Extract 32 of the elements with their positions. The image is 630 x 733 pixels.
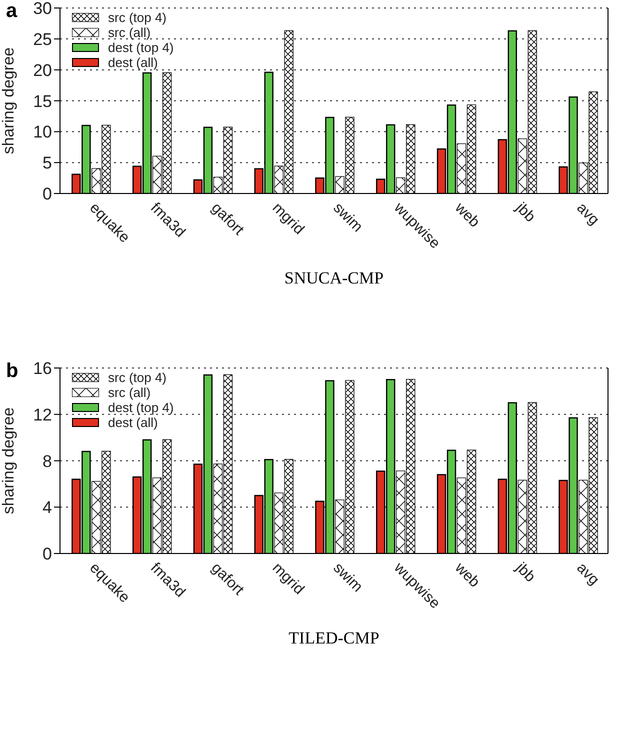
legend-label: src (all) bbox=[108, 385, 151, 400]
x-tick-label: web bbox=[450, 198, 484, 231]
legend-label: src (all) bbox=[108, 25, 151, 40]
legend-label: dest (top 4) bbox=[108, 400, 174, 415]
x-tick-label: jbb bbox=[512, 198, 539, 226]
legend-label: src (top 4) bbox=[108, 10, 167, 25]
chart-title: a bbox=[6, 0, 18, 23]
y-tick-label: 0 bbox=[42, 184, 52, 204]
y-tick-label: 10 bbox=[33, 122, 52, 142]
y-tick-label: 30 bbox=[33, 0, 52, 18]
y-tick-label: 12 bbox=[33, 405, 52, 424]
y-axis-title: sharing degree bbox=[0, 47, 18, 154]
x-tick-label: web bbox=[450, 558, 484, 591]
y-tick-label: 8 bbox=[42, 452, 52, 471]
y-tick-label: 15 bbox=[33, 92, 52, 111]
legend-label: dest (all) bbox=[108, 415, 158, 430]
y-tick-label: 0 bbox=[42, 544, 52, 564]
legend-label: dest (top 4) bbox=[108, 40, 174, 55]
x-tick-label: avg bbox=[573, 199, 602, 229]
x-tick-label: jbb bbox=[512, 558, 539, 586]
x-tick-label: avg bbox=[573, 559, 602, 589]
y-axis-title: sharing degree bbox=[0, 407, 18, 514]
x-axis-title: TILED-CMP bbox=[288, 628, 380, 648]
x-axis-title: SNUCA-CMP bbox=[284, 268, 384, 288]
y-tick-label: 16 bbox=[33, 359, 52, 378]
y-tick-label: 4 bbox=[42, 498, 52, 518]
y-tick-label: 20 bbox=[33, 60, 52, 80]
chart-title: b bbox=[6, 360, 18, 383]
legend-label: src (top 4) bbox=[108, 370, 167, 385]
y-tick-label: 25 bbox=[33, 30, 52, 49]
legend-label: dest (all) bbox=[108, 55, 158, 70]
y-tick-label: 5 bbox=[42, 154, 52, 173]
